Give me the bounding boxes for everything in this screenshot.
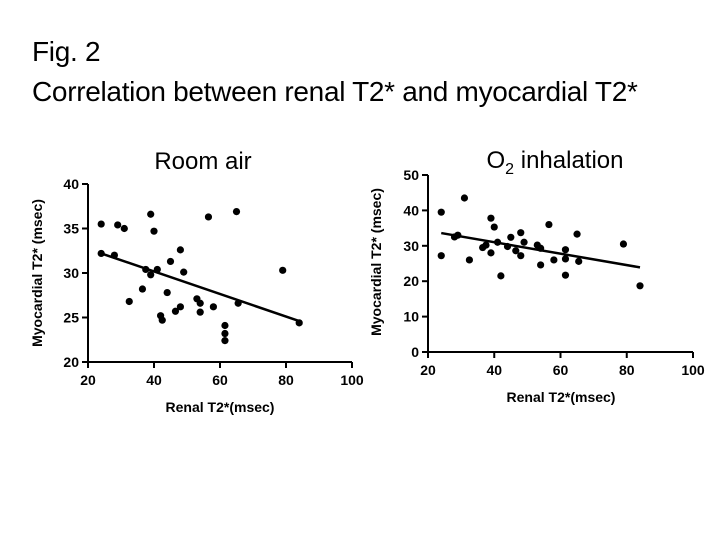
y-tick-label: 25 [63,310,79,326]
plot-area: 20 25 30 35 40 20 40 60 80 100 [63,176,363,388]
data-point [150,227,158,235]
slide-title: Fig. 2 Correlation between renal T2* and… [32,32,638,112]
x-tick-label: 60 [553,362,569,378]
data-point [487,249,495,257]
data-point [158,316,166,324]
data-point [114,221,122,229]
x-tick-label: 40 [486,362,502,378]
figure-number: Fig. 2 [32,36,101,67]
data-point [110,251,118,259]
data-point [507,233,515,241]
y-tick-label: 0 [411,344,419,360]
data-point [279,266,287,274]
data-point [171,307,180,315]
data-point [482,241,490,249]
y-tick-label: 20 [403,273,419,289]
data-point [561,246,570,254]
data-point [497,272,505,280]
data-point [295,319,303,327]
data-point [487,214,495,222]
data-point [163,288,171,297]
data-point [180,268,188,276]
x-tick-label: 20 [420,362,436,378]
x-tick-label: 80 [278,372,294,388]
data-point [196,299,204,307]
data-point [503,242,512,251]
chart-title: Room air [154,148,251,175]
data-point [196,308,204,316]
x-axis-label: Renal T2*(msec) [166,399,275,415]
data-point [537,261,545,269]
data-point [153,265,161,274]
x-tick-label: 20 [80,372,96,388]
data-point [493,238,502,246]
data-point [221,329,229,338]
x-axis-label: Renal T2*(msec) [507,389,616,405]
chart-title-main: O [487,147,506,174]
plot-area: 0 10 20 30 40 50 20 40 60 80 100 [403,167,704,378]
data-point [209,303,217,311]
room-air-chart: Room air Myocardial T2* (msec) Renal T2*… [29,148,364,415]
chart-title-subscript: 2 [505,161,514,178]
y-tick-label: 40 [403,202,419,218]
data-point [232,207,241,216]
data-point [437,252,445,260]
x-tick-label: 100 [340,372,364,388]
data-point [561,255,570,263]
data-point [619,240,628,248]
y-tick-label: 30 [403,238,419,254]
data-point [147,271,155,279]
data-point [176,303,184,311]
data-point [465,256,474,264]
data-point [561,271,570,279]
o2-inhalation-chart: O2 inhalation Myocardial T2* (msec) Rena… [368,147,705,405]
y-tick-label: 40 [63,176,79,192]
data-point [97,220,105,228]
data-point [490,223,498,231]
x-tick-label: 60 [212,372,228,388]
data-point [234,299,242,307]
y-tick-label: 10 [403,309,419,325]
data-point [97,249,105,258]
data-point [545,220,553,229]
regression-line [100,252,300,323]
data-point [138,285,147,293]
chart-title: O2 inhalation [487,147,624,178]
y-axis-label: Myocardial T2* (msec) [368,188,384,336]
data-point [575,257,583,265]
x-tick-label: 40 [146,372,162,388]
data-point [517,252,525,260]
x-tick-label: 100 [681,362,705,378]
y-axis-label: Myocardial T2* (msec) [29,199,45,347]
data-point [550,256,558,264]
data-point [120,224,128,233]
y-tick-label: 50 [403,167,419,183]
data-point [460,194,469,202]
data-point [221,337,229,345]
data-point [454,231,462,239]
data-point [437,208,445,216]
x-tick-label: 80 [619,362,635,378]
chart-title-rest: inhalation [514,147,623,174]
data-point [537,244,545,252]
data-point [512,247,520,255]
data-point [573,230,581,238]
data-point [125,297,133,306]
y-tick-label: 35 [63,221,79,237]
figure-caption: Correlation between renal T2* and myocar… [32,76,638,107]
data-point [204,213,213,221]
data-point [147,210,155,218]
data-point [166,257,175,266]
data-point [142,265,150,274]
data-point [176,246,184,254]
data-point [636,282,644,290]
data-point [520,238,528,246]
data-point [221,321,229,330]
data-point [517,229,525,237]
y-tick-label: 30 [63,265,79,281]
y-tick-label: 20 [63,354,79,370]
